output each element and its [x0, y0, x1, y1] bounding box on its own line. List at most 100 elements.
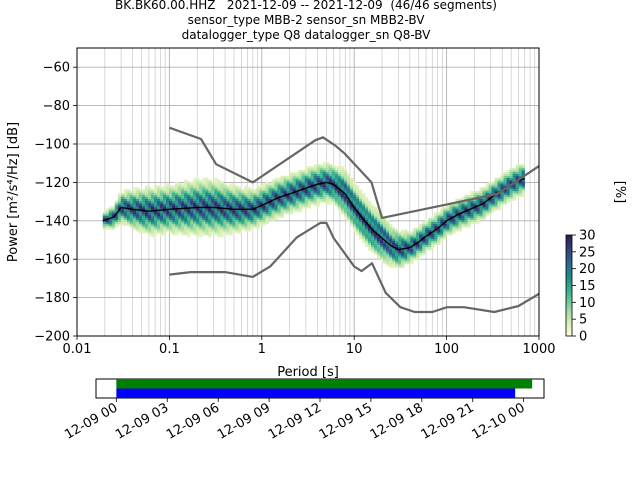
psd-density-cell	[319, 192, 324, 196]
psd-density-cell	[304, 183, 308, 186]
psd-density-cell	[476, 214, 480, 217]
psd-density-cell	[313, 185, 318, 188]
psd-density-cell	[343, 214, 348, 217]
psd-density-cell	[126, 202, 131, 205]
psd-density-cell	[470, 217, 474, 221]
psd-density-cell	[355, 189, 360, 192]
psd-density-cell	[196, 210, 200, 213]
psd-density-cell	[422, 250, 426, 253]
psd-density-cell	[244, 221, 248, 224]
psd-density-cell	[509, 198, 513, 201]
psd-density-cell	[313, 181, 318, 184]
psd-density-cell	[178, 196, 182, 199]
psd-density-cell	[319, 173, 324, 176]
psd-density-cell	[355, 231, 360, 234]
psd-density-cell	[506, 169, 510, 173]
psd-density-cell	[223, 206, 227, 209]
psd-density-cell	[199, 204, 203, 207]
psd-density-cell	[458, 219, 462, 222]
colorbar-label: [%]	[612, 181, 627, 204]
psd-density-cell	[488, 200, 492, 203]
psd-density-cell	[247, 191, 251, 194]
psd-density-cell	[325, 175, 330, 178]
psd-density-cell	[181, 191, 185, 194]
psd-density-cell	[358, 225, 363, 228]
psd-density-cell	[160, 233, 164, 236]
psd-density-cell	[135, 204, 140, 207]
psd-density-cell	[235, 189, 239, 192]
psd-density-cell	[205, 185, 209, 188]
psd-density-cell	[277, 192, 281, 196]
psd-density-cell	[202, 221, 206, 224]
psd-density-cell	[386, 231, 390, 234]
psd-density-cell	[214, 204, 218, 207]
psd-density-cell	[256, 198, 260, 201]
psd-density-cell	[515, 192, 519, 196]
psd-density-cell	[172, 212, 176, 215]
psd-density-cell	[286, 200, 290, 203]
psd-density-cell	[373, 237, 378, 240]
psd-density-cell	[446, 212, 450, 215]
psd-density-cell	[184, 223, 188, 226]
psd-density-cell	[157, 204, 161, 207]
psd-density-cell	[262, 221, 266, 224]
psd-density-cell	[416, 258, 420, 261]
psd-density-cell	[217, 235, 221, 238]
psd-density-cell	[211, 208, 215, 211]
psd-density-cell	[500, 185, 504, 188]
psd-density-cell	[506, 191, 510, 194]
psd-density-cell	[316, 179, 321, 182]
psd-density-cell	[410, 248, 414, 251]
psd-density-cell	[256, 223, 260, 226]
psd-density-cell	[364, 216, 369, 219]
psd-density-cell	[226, 202, 230, 205]
psd-density-cell	[271, 210, 275, 213]
psd-density-cell	[521, 168, 525, 171]
psd-density-cell	[304, 192, 308, 196]
psd-density-cell	[126, 189, 131, 192]
psd-density-cell	[199, 192, 203, 196]
psd-density-cell	[223, 225, 227, 228]
psd-density-cell	[407, 235, 411, 238]
psd-density-cell	[187, 204, 191, 207]
psd-density-cell	[229, 206, 233, 209]
psd-density-cell	[367, 227, 372, 230]
psd-density-cell	[506, 183, 510, 186]
psd-density-cell	[196, 221, 200, 224]
psd-density-cell	[166, 204, 170, 207]
psd-density-cell	[220, 185, 224, 188]
psd-density-cell	[328, 196, 333, 199]
psd-density-cell	[232, 187, 236, 190]
psd-density-cell	[346, 219, 351, 222]
psd-density-cell	[211, 198, 215, 201]
psd-density-cell	[355, 200, 360, 203]
psd-density-cells	[102, 162, 525, 269]
psd-density-cell	[235, 194, 239, 197]
psd-density-cell	[383, 231, 387, 234]
psd-density-cell	[443, 214, 447, 217]
psd-density-cell	[166, 192, 170, 196]
psd-density-cell	[241, 200, 245, 203]
psd-density-cell	[304, 168, 308, 171]
psd-density-cell	[132, 227, 137, 230]
psd-density-cell	[108, 208, 113, 211]
psd-density-cell	[340, 181, 345, 184]
psd-density-cell	[172, 200, 176, 203]
psd-density-cell	[307, 181, 312, 184]
psd-density-cell	[289, 208, 293, 211]
psd-density-cell	[470, 200, 474, 203]
psd-density-cell	[144, 229, 149, 232]
psd-density-cell	[181, 208, 185, 211]
psd-density-cell	[410, 242, 414, 245]
psd-density-cell	[503, 198, 507, 201]
psd-density-cell	[247, 225, 251, 228]
psd-density-cell	[169, 194, 173, 197]
psd-density-cell	[193, 181, 197, 184]
psd-density-cell	[370, 216, 375, 219]
psd-density-cell	[283, 204, 287, 207]
psd-density-cell	[160, 223, 164, 226]
psd-density-cell	[244, 189, 248, 192]
psd-density-cell	[515, 173, 519, 176]
psd-density-cell	[190, 183, 194, 186]
psd-density-cell	[220, 217, 224, 221]
